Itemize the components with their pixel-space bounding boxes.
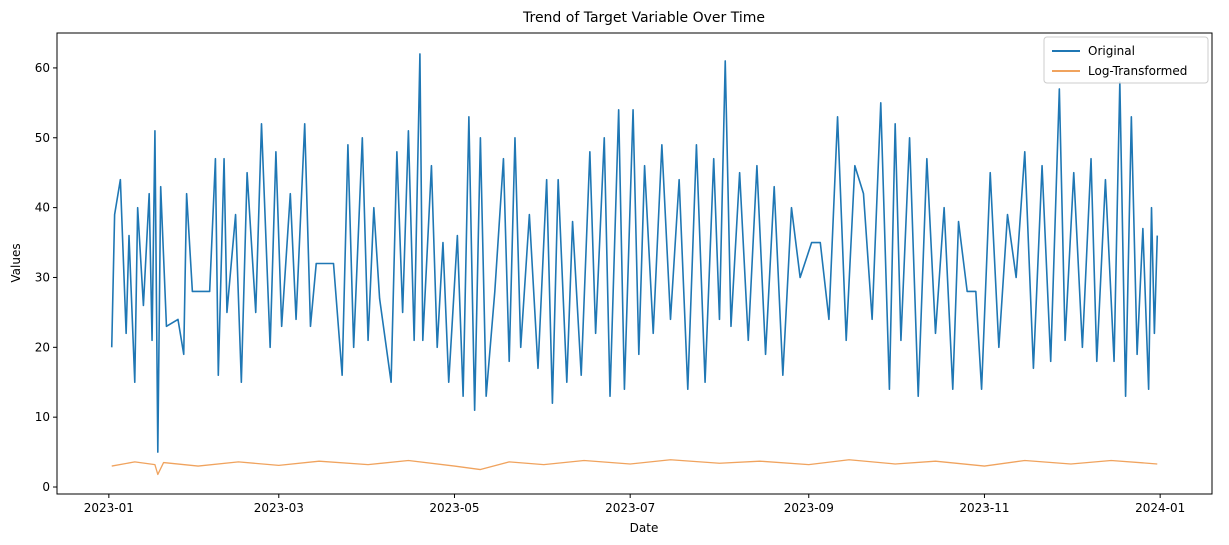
series-line-original <box>110 53 1159 453</box>
x-tick-label: 2023-05 <box>429 501 479 515</box>
series-line-log-transformed <box>111 459 1158 476</box>
x-tick-label: 2023-09 <box>784 501 834 515</box>
chart-title: Trend of Target Variable Over Time <box>522 10 765 26</box>
y-tick-label: 50 <box>35 131 50 145</box>
x-tick-label: 2023-11 <box>959 501 1009 515</box>
x-tick-label: 2023-03 <box>254 501 304 515</box>
legend-box <box>1043 36 1209 84</box>
y-tick-label: 60 <box>35 61 50 75</box>
plot-frame <box>56 32 1213 495</box>
y-tick-label: 10 <box>35 410 50 424</box>
legend: Original Log-Transformed <box>1043 36 1209 84</box>
y-tick-label: 30 <box>35 270 50 284</box>
x-axis-title: Date <box>630 521 659 535</box>
legend-label: Original <box>1088 44 1135 58</box>
y-tick-label: 40 <box>35 201 50 215</box>
y-tick-label: 20 <box>35 340 50 354</box>
x-axis: 2023-01 2023-03 2023-05 2023-07 2023-09 2023-… <box>84 494 1185 515</box>
plot-area <box>110 53 1159 476</box>
y-axis: 0 10 20 30 40 50 60 <box>35 61 57 494</box>
y-tick-label: 0 <box>42 480 50 494</box>
y-axis-title: Values <box>9 243 23 282</box>
x-tick-label: 2023-07 <box>605 501 655 515</box>
x-tick-label: 2024-01 <box>1135 501 1185 515</box>
x-tick-label: 2023-01 <box>84 501 134 515</box>
legend-label: Log-Transformed <box>1088 64 1187 78</box>
